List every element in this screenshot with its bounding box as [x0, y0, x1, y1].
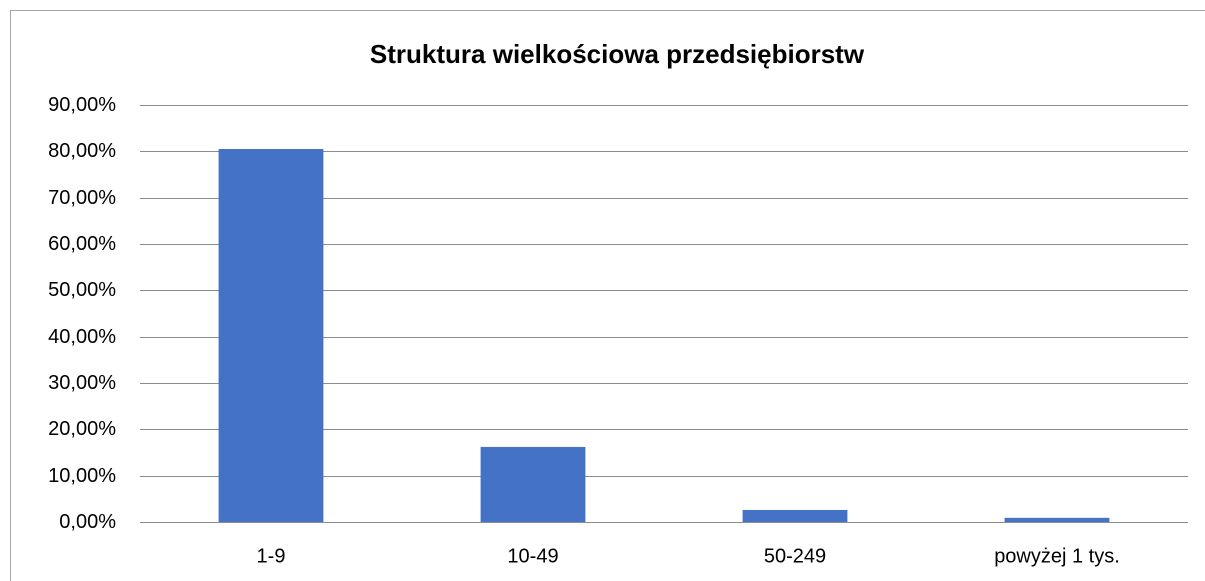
y-tick-label: 30,00% [48, 372, 116, 394]
y-tick-label: 70,00% [48, 187, 116, 209]
y-tick-label: 50,00% [48, 279, 116, 301]
y-tick-label: 40,00% [48, 326, 116, 348]
x-tick-label: 1-9 [257, 545, 286, 567]
bar [1004, 517, 1110, 522]
y-tick-label: 20,00% [48, 418, 116, 440]
y-tick-label: 90,00% [48, 94, 116, 116]
chart-border [10, 10, 1205, 581]
y-tick-label: 10,00% [48, 465, 116, 487]
y-tick-label: 80,00% [48, 140, 116, 162]
bar [742, 509, 848, 522]
bar [218, 149, 324, 522]
x-tick-label: 50-249 [764, 545, 826, 567]
x-tick-label: powyżej 1 tys. [994, 545, 1120, 567]
y-tick-label: 0,00% [59, 511, 116, 533]
y-tick-label: 60,00% [48, 233, 116, 255]
bar [480, 446, 586, 522]
x-tick-label: 10-49 [507, 545, 558, 567]
chart-title: Struktura wielkościowa przedsiębiorstw [370, 39, 865, 69]
